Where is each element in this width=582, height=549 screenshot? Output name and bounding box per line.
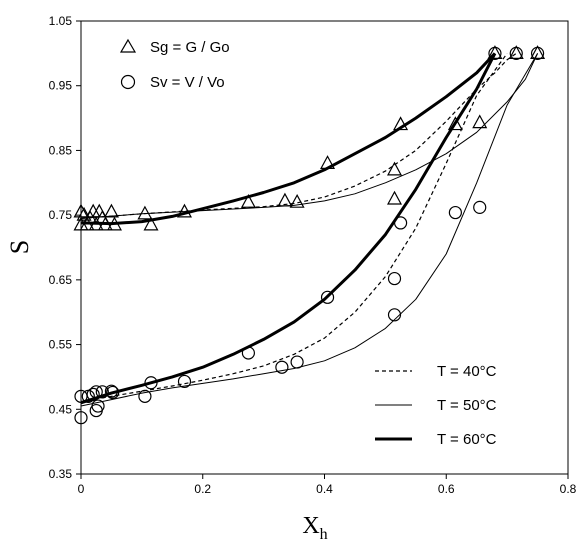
sg-data-point (472, 114, 488, 129)
sg-data-point (103, 203, 119, 218)
sg-data-point (277, 192, 293, 207)
y-tick-label: 0.85 (49, 143, 73, 157)
marker-legend: Sg = G / Go Sv = V / Vo (119, 38, 230, 91)
curve-sg-thin (80, 53, 539, 219)
sv-data-point (290, 355, 304, 369)
sv-data-point (448, 205, 462, 220)
curve-sv-dotted (80, 53, 508, 403)
sv-data-point (86, 387, 100, 402)
y-axis-ticks: 0.35 0.45 0.55 0.65 0.75 0.85 0.95 1.05 (49, 14, 81, 481)
legend-label-40c: T = 40°C (437, 363, 497, 380)
sv-data-point (387, 271, 402, 286)
data-markers (73, 45, 546, 425)
y-tick-label: 0.55 (49, 338, 73, 352)
sg-data-point (143, 216, 159, 231)
legend-label-50c: T = 50°C (437, 397, 497, 414)
legend-triangle-label: Sg = G / Go (150, 39, 230, 56)
y-tick-label: 0.45 (49, 402, 73, 416)
y-tick-label: 0.35 (49, 467, 73, 481)
sv-data-point (509, 46, 523, 60)
sv-data-point (106, 385, 120, 400)
line-legend: T = 40°C T = 50°C T = 60°C (375, 363, 497, 448)
legend-label-60c: T = 60°C (437, 431, 497, 448)
y-tick-label: 0.95 (49, 79, 73, 93)
sg-data-point (137, 205, 153, 220)
sv-data-point (488, 46, 502, 60)
sg-data-point (76, 206, 92, 221)
sv-data-point (320, 290, 335, 304)
curve-sv-thin (80, 53, 539, 407)
curve-sg-dotted (80, 52, 517, 219)
x-tick-label: 0.6 (438, 482, 455, 496)
sg-data-point (289, 193, 305, 208)
curve-sv-thick (80, 52, 497, 405)
x-tick-label: 0.8 (560, 482, 577, 496)
sg-data-point (530, 45, 546, 59)
sv-data-point (177, 374, 192, 389)
y-tick-label: 1.05 (49, 14, 73, 28)
curve-sg-thick (80, 52, 496, 226)
y-tick-label: 0.75 (49, 208, 73, 222)
sv-data-point (241, 346, 256, 360)
legend-circle-label: Sv = V / Vo (150, 74, 225, 91)
sg-data-point (176, 203, 192, 218)
sv-data-point (138, 389, 152, 403)
sg-data-point (97, 216, 113, 231)
sv-data-point (89, 385, 103, 399)
sg-data-point (393, 116, 409, 131)
x-axis-title: Xh (302, 513, 327, 543)
sv-data-point (393, 216, 408, 230)
sv-data-point (275, 360, 289, 374)
sv-data-point (144, 376, 158, 390)
sv-data-point (473, 200, 487, 214)
legend-circle-marker (120, 74, 136, 90)
sg-data-point (487, 45, 503, 59)
y-axis-title: S (5, 240, 34, 254)
sg-data-point (386, 161, 403, 176)
sg-data-point (508, 45, 524, 59)
sg-data-point (240, 193, 256, 208)
x-tick-label: 0 (78, 482, 85, 496)
sv-data-point (387, 308, 402, 322)
sv-data-point (74, 411, 88, 425)
x-tick-label: 0.4 (316, 482, 333, 496)
sv-data-point (530, 46, 545, 60)
sg-data-point (320, 155, 336, 169)
x-axis-ticks: 0 0.2 0.4 0.6 0.8 (78, 474, 577, 496)
y-tick-label: 0.65 (49, 273, 73, 287)
sg-data-point (386, 190, 403, 205)
sv-data-point (91, 399, 105, 413)
sv-data-point (95, 385, 109, 399)
legend-triangle-marker (119, 38, 137, 53)
sv-data-point (104, 384, 119, 398)
x-tick-label: 0.2 (194, 482, 211, 496)
sg-data-point (106, 216, 122, 231)
sg-data-point (447, 116, 463, 131)
